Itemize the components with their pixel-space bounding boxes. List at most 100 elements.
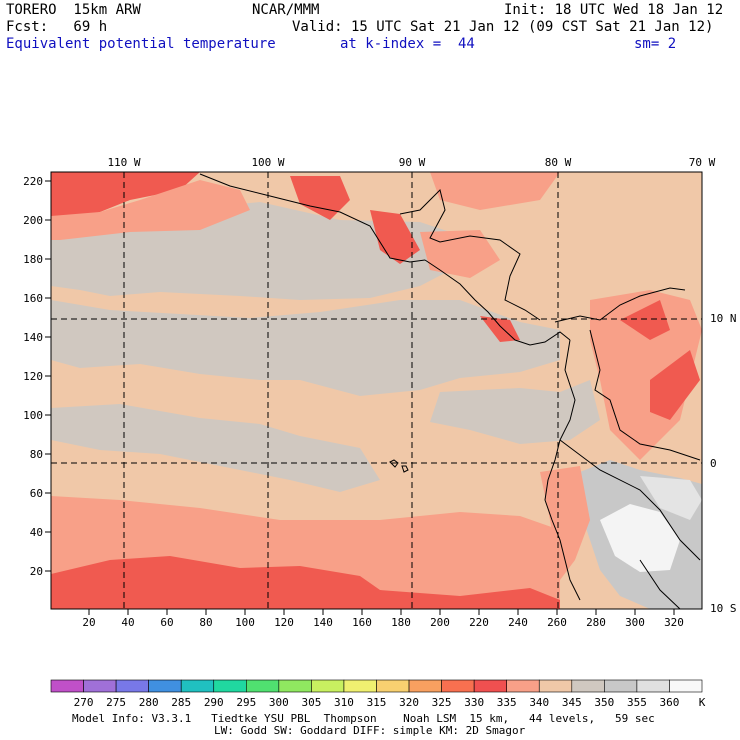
colorbar-swatch — [376, 679, 410, 693]
colorbar-label: 330 — [464, 696, 484, 709]
colorbar-label: 360 — [660, 696, 680, 709]
axis-ticks — [45, 180, 675, 615]
colorbar-label: 340 — [529, 696, 549, 709]
colorbar-label: 280 — [139, 696, 159, 709]
colorbar-swatch — [441, 679, 475, 693]
smoothing-label: sm= 2 — [634, 36, 677, 52]
colorbar-swatch — [213, 679, 247, 693]
colorbar-swatch — [343, 679, 377, 693]
x-tick-label: 180 — [391, 616, 411, 629]
colorbar-label: 290 — [204, 696, 224, 709]
red-south — [51, 556, 560, 609]
red-colombia — [650, 350, 700, 420]
coastline-mexico — [199, 173, 426, 263]
colorbar-label: 285 — [171, 696, 191, 709]
field-shading — [51, 172, 702, 609]
red-nw — [51, 172, 200, 220]
colorbar-label: 355 — [627, 696, 647, 709]
colorbar: 270 275 280 285 290 295 300 305 310 315 320 325 330 3… — [50, 679, 706, 709]
colorbar-swatch — [148, 679, 182, 693]
footer-physics-info: LW: Godd SW: Goddard DIFF: simple KM: 2D… — [214, 724, 526, 737]
x-tick-label: 40 — [121, 616, 134, 629]
x-tick-label: 80 — [199, 616, 212, 629]
colorbar-label: 305 — [301, 696, 321, 709]
lat-label: 10 S — [710, 602, 737, 615]
grey-band-south — [51, 404, 380, 492]
y-tick-label: 120 — [23, 370, 43, 383]
colorbar-swatch — [180, 679, 215, 693]
colorbar-label: 310 — [334, 696, 354, 709]
right-lat-labels: 10 N 0 10 S — [710, 312, 737, 615]
y-tick-label: 80 — [30, 448, 43, 461]
level-label: at k-index = 44 — [340, 36, 475, 52]
colorbar-swatch — [669, 679, 703, 693]
coastline-central-america — [424, 259, 571, 346]
colorbar-swatch — [115, 679, 149, 693]
x-tick-label: 160 — [352, 616, 372, 629]
red-n-mexico — [290, 176, 350, 220]
y-tick-label: 180 — [23, 253, 43, 266]
colorbar-label: 300 — [269, 696, 289, 709]
footer-model-info: Model Info: V3.3.1 Tiedtke YSU PBL Thomp… — [72, 712, 655, 725]
valid-time: Valid: 15 UTC Sat 21 Jan 12 (09 CST Sat … — [292, 19, 714, 35]
colorbar-swatch — [538, 679, 573, 693]
y-tick-label: 40 — [30, 526, 43, 539]
colorbar-swatch — [278, 679, 312, 693]
lon-label: 80 W — [545, 156, 572, 169]
coastline-caribbean-sa — [554, 287, 686, 323]
y-tick-label: 20 — [30, 565, 43, 578]
colorbar-swatch — [311, 679, 345, 693]
colorbar-swatch — [473, 679, 507, 693]
model-title: TORERO 15km ARW — [6, 2, 141, 18]
x-tick-label: 280 — [586, 616, 606, 629]
x-tick-label: 60 — [160, 616, 173, 629]
colorbar-swatch — [571, 679, 605, 693]
y-tick-label: 200 — [23, 214, 43, 227]
salmon-peru — [540, 466, 590, 580]
lon-label: 100 W — [251, 156, 284, 169]
coastline-sa-west — [544, 339, 581, 601]
x-tick-label: 240 — [508, 616, 528, 629]
salmon-ne — [590, 290, 702, 460]
x-tick-label: 300 — [625, 616, 645, 629]
andes-light — [640, 476, 702, 520]
y-tick-label: 140 — [23, 331, 43, 344]
x-tick-label: 320 — [664, 616, 684, 629]
andes-white — [600, 504, 680, 572]
colorbar-label: 345 — [562, 696, 582, 709]
colorbar-swatch — [506, 679, 540, 693]
coastline-yucatan — [399, 189, 541, 321]
colorbar-swatch — [50, 679, 84, 693]
salmon-caribbean — [430, 172, 560, 210]
colorbar-swatch — [408, 679, 442, 693]
y-axis-labels: 220 200 180 160 140 120 100 80 60 40 20 — [23, 175, 43, 578]
colorbar-label: 275 — [106, 696, 126, 709]
colorbar-label: 325 — [432, 696, 452, 709]
border-colombia — [589, 329, 701, 461]
x-tick-label: 120 — [274, 616, 294, 629]
graticule — [51, 172, 702, 609]
y-tick-label: 60 — [30, 487, 43, 500]
colorbar-swatch — [636, 679, 670, 693]
red-guatemala — [370, 210, 420, 264]
init-time: Init: 18 UTC Wed 18 Jan 12 — [504, 2, 724, 18]
x-tick-label: 200 — [430, 616, 450, 629]
lon-label: 70 W — [689, 156, 716, 169]
colorbar-unit: K — [699, 696, 706, 709]
x-tick-label: 100 — [235, 616, 255, 629]
salmon-nw — [51, 180, 250, 240]
colorbar-swatch — [604, 679, 638, 693]
top-lon-labels: 110 W 100 W 90 W 80 W 70 W — [107, 156, 715, 169]
lon-label: 90 W — [399, 156, 426, 169]
y-tick-label: 220 — [23, 175, 43, 188]
colorbar-label: 350 — [594, 696, 614, 709]
coastlines — [199, 173, 701, 610]
field-name: Equivalent potential temperature — [6, 36, 276, 52]
red-venezuela — [620, 300, 670, 340]
grey-band-mid — [51, 300, 560, 396]
colorbar-label: 335 — [497, 696, 517, 709]
x-tick-label: 220 — [469, 616, 489, 629]
colorbar-label: 315 — [367, 696, 387, 709]
border-peru — [559, 439, 701, 561]
